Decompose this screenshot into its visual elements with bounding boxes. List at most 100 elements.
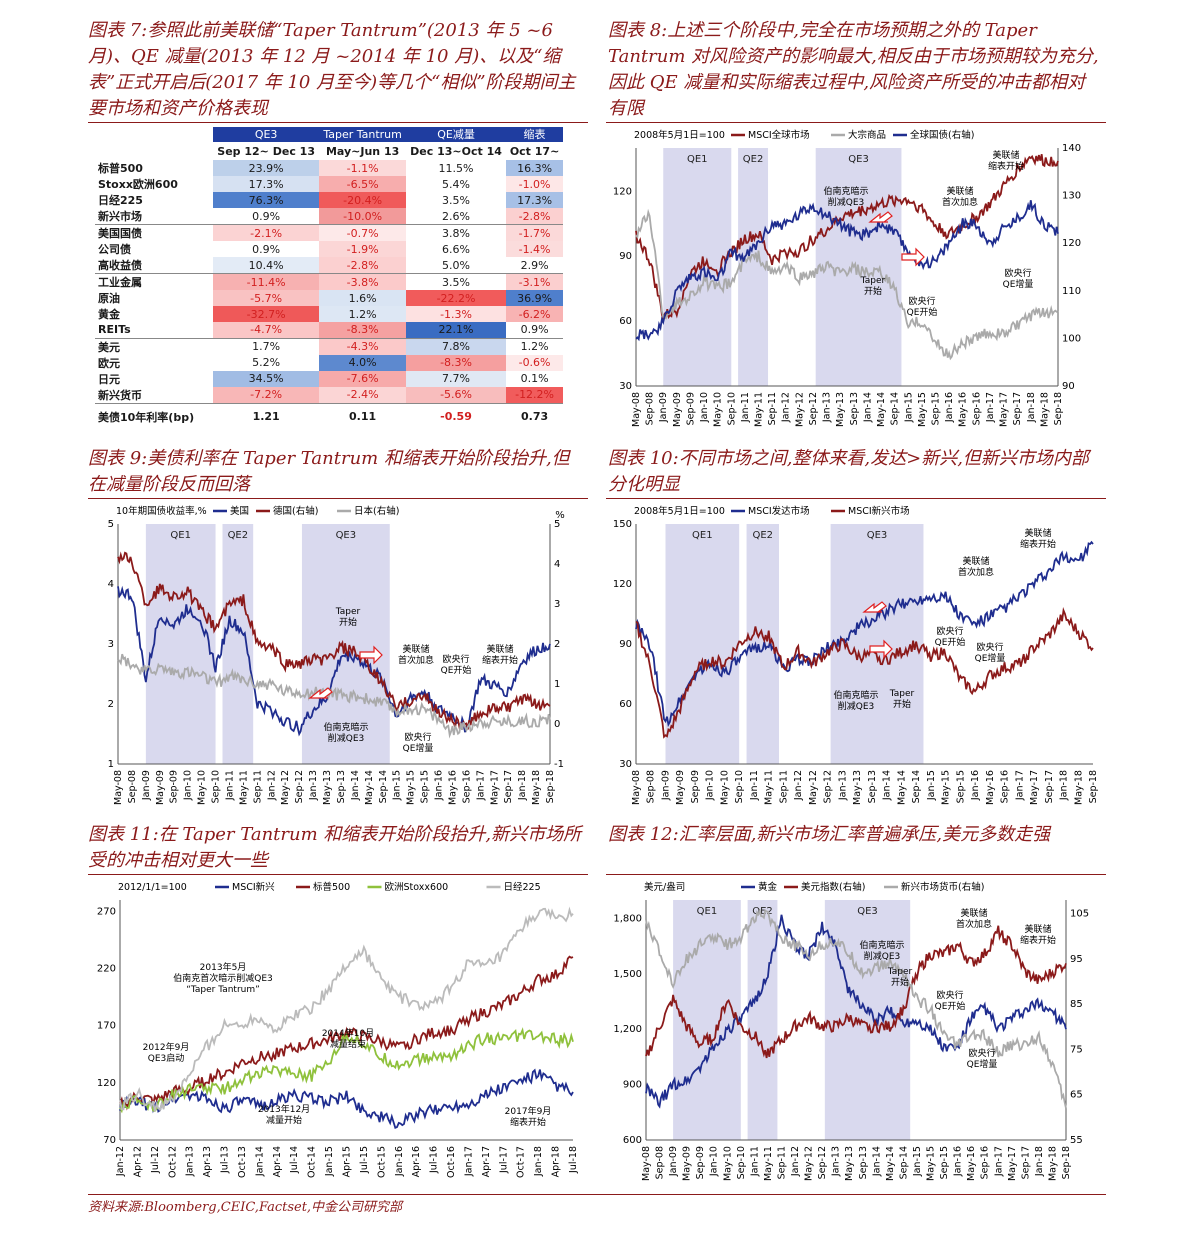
annotation-text: 欧央行 (404, 731, 431, 743)
chart-note: 2012/1/1=100 (118, 882, 187, 893)
x-tick-label: Sep-18 (1061, 1146, 1072, 1179)
x-tick-label: Sep-15 (955, 770, 966, 803)
x-tick-label: Jan-18 (517, 770, 528, 801)
fig8-chart: QE1 QE2 QE3 30 60 90 120 90 100 110 120 130 140 May-0… (613, 129, 1081, 427)
series-line (635, 208, 1059, 361)
x-tick-label: May-18 (1039, 392, 1050, 427)
table-cell: 34.5% (213, 370, 320, 387)
table-cell: -22.2% (405, 290, 507, 307)
table-cell: -32.7% (213, 306, 320, 323)
table-row: 日经225 76.3% -20.4% 3.5% 17.3% (95, 192, 563, 209)
divider (88, 498, 588, 499)
legend-label: 美国 (230, 505, 249, 517)
x-tick-label: Jan-18 (533, 1146, 544, 1177)
legend-label: 欧洲Stoxx600 (385, 881, 449, 893)
table-cell: -0.59 (405, 402, 507, 430)
shade-label: QE1 (697, 906, 718, 917)
x-tick-label: Apr-17 (481, 1146, 492, 1177)
annotation-text: Taper (860, 276, 886, 286)
table-cell: -3.1% (506, 273, 563, 291)
x-tick-label: May-12 (280, 770, 291, 805)
legend-label: 大宗商品 (848, 129, 886, 141)
table-cell: 76.3% (213, 192, 320, 209)
header-tightening: 缩表 (506, 127, 563, 143)
fig9-chart: QE1 QE2 QE3 1 2 3 4 5 -1 0 1 2 3 4 5 May-08 Sep-08 Jan-09… (108, 505, 565, 805)
x-tick-label: May-15 (406, 770, 417, 805)
period-label: May~Jun 13 (325, 144, 400, 158)
x-tick-label: May-14 (896, 770, 907, 805)
x-tick-label: Sep-10 (726, 392, 737, 425)
x-tick-label: Jan-12 (115, 1146, 126, 1177)
x-tick-label: Jan-12 (266, 770, 277, 801)
x-tick-label: Sep-08 (127, 770, 138, 803)
x-tick-label: Jan-17 (1014, 770, 1025, 801)
annotation-text: 美联储 (1024, 527, 1051, 539)
x-tick-label: Apr-15 (342, 1146, 353, 1177)
legend-label: MSCI全球市场 (748, 129, 810, 141)
annotation-text: QE开始 (441, 664, 472, 676)
x-tick-label: May-10 (713, 392, 724, 427)
x-tick-label: Sep-14 (898, 1146, 909, 1179)
x-tick-label: Sep-13 (336, 770, 347, 803)
table-cell: 36.9% (506, 290, 563, 307)
annotation-text: 缩表开始 (1020, 934, 1056, 946)
table-cell: -1.9% (319, 241, 406, 258)
x-tick-label: May-18 (1073, 770, 1084, 805)
x-tick-label: Jul-13 (220, 1146, 231, 1174)
x-tick-label: Sep-17 (1012, 392, 1023, 425)
row-label: Stoxx欧洲600 (98, 178, 178, 192)
annotation-text: “Taper Tantrum” (186, 985, 260, 995)
x-tick-label: Jan-12 (790, 1146, 801, 1177)
x-tick-label: Jan-12 (781, 392, 792, 423)
row-label: REITs (98, 323, 131, 337)
x-tick-label: Oct-15 (376, 1146, 387, 1178)
y-tick-label: 220 (97, 964, 116, 975)
x-tick-label: Jan-14 (871, 1146, 882, 1177)
annotation-text: 美联储 (946, 185, 973, 197)
table-cell: -11.4% (213, 273, 320, 291)
x-tick-label: Jan-10 (705, 770, 716, 801)
divider (606, 874, 1106, 875)
x-tick-label: May-17 (1029, 770, 1040, 805)
table-cell: 1.2% (506, 337, 563, 355)
legend-label: 日经225 (504, 881, 541, 893)
row-label: 新兴货币 (98, 388, 142, 402)
x-tick-label: Sep-10 (736, 1146, 747, 1179)
x-tick-label: May-11 (238, 770, 249, 805)
y-tick-label: 270 (97, 906, 116, 917)
x-tick-label: Sep-12 (823, 770, 834, 803)
table-cell: -1.3% (405, 306, 507, 323)
table-cell: -4.3% (319, 337, 406, 355)
table-row: 公司债 0.9% -1.9% 6.6% -1.4% (95, 241, 563, 258)
period-label: Sep 12~ Dec 13 (217, 144, 315, 158)
x-tick-label: May-13 (844, 1146, 855, 1181)
y2-tick-label: 3 (554, 599, 560, 610)
table-row: 日元 34.5% -7.6% 7.7% 0.1% (95, 370, 563, 387)
x-tick-label: Oct-12 (167, 1146, 178, 1178)
table-cell: -6.5% (319, 176, 406, 193)
table-cell: 0.9% (213, 208, 320, 225)
y-tick-label: 900 (623, 1080, 642, 1091)
x-tick-label: Apr-12 (132, 1146, 143, 1177)
x-tick-label: Jan-15 (912, 1146, 923, 1177)
table-cell: -5.7% (213, 290, 320, 307)
y-tick-label: 30 (619, 759, 632, 770)
table-cell: -5.6% (405, 386, 507, 404)
table-cell: 23.9% (213, 160, 320, 177)
annotation-text: Taper (335, 607, 361, 617)
table-row: 新兴货币 -7.2% -2.4% -5.6% -12.2% (95, 386, 563, 404)
annotation-text: 削减QE3 (828, 196, 865, 208)
table-cell: 0.1% (506, 370, 563, 387)
x-tick-label: Sep-13 (867, 770, 878, 803)
y2-tick-label: 95 (1070, 954, 1083, 965)
table-row: 原油 -5.7% 1.6% -22.2% 36.9% (95, 290, 563, 307)
x-tick-label: Sep-17 (1044, 770, 1055, 803)
x-tick-label: Sep-08 (655, 1146, 666, 1179)
shade-label: QE1 (692, 530, 713, 541)
x-tick-label: May-09 (682, 1146, 693, 1181)
x-tick-label: Sep-11 (776, 1146, 787, 1179)
legend-label: 新兴市场货币(右轴) (901, 881, 984, 893)
series-line (635, 200, 1059, 342)
annotation-text: 2017年9月 (505, 1105, 552, 1117)
x-tick-label: Jan-11 (749, 770, 760, 801)
